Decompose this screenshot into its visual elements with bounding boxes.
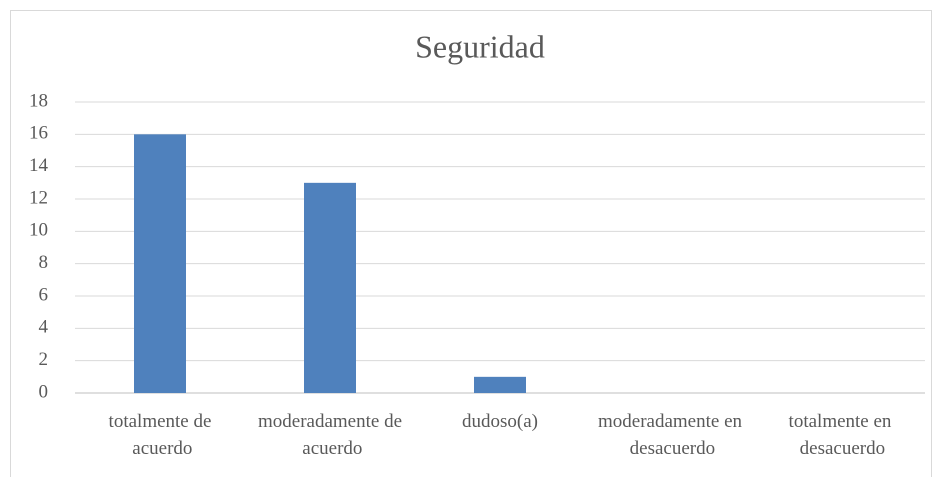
- y-tick-label: 18: [29, 90, 48, 111]
- x-tick-label: totalmente de acuerdo: [109, 411, 212, 459]
- y-tick-label: 8: [39, 252, 49, 273]
- x-tick-label: moderadamente en desacuerdo: [598, 411, 743, 459]
- y-tick-label: 16: [29, 123, 48, 144]
- x-tick-label: moderadamente de acuerdo: [258, 411, 402, 459]
- y-tick-label: 4: [39, 317, 49, 338]
- bar: [474, 376, 526, 393]
- y-tick-label: 0: [39, 381, 49, 402]
- y-tick-label: 6: [39, 284, 49, 305]
- bar: [304, 182, 356, 393]
- x-tick-label: totalmente en desacuerdo: [789, 411, 892, 459]
- y-tick-label: 12: [29, 187, 48, 208]
- bar: [134, 134, 186, 394]
- chart-title: Seguridad: [415, 28, 545, 64]
- y-tick-label: 2: [39, 349, 49, 370]
- y-tick-label: 10: [29, 220, 48, 241]
- x-tick-label: dudoso(a): [462, 411, 538, 432]
- y-tick-label: 14: [29, 155, 49, 176]
